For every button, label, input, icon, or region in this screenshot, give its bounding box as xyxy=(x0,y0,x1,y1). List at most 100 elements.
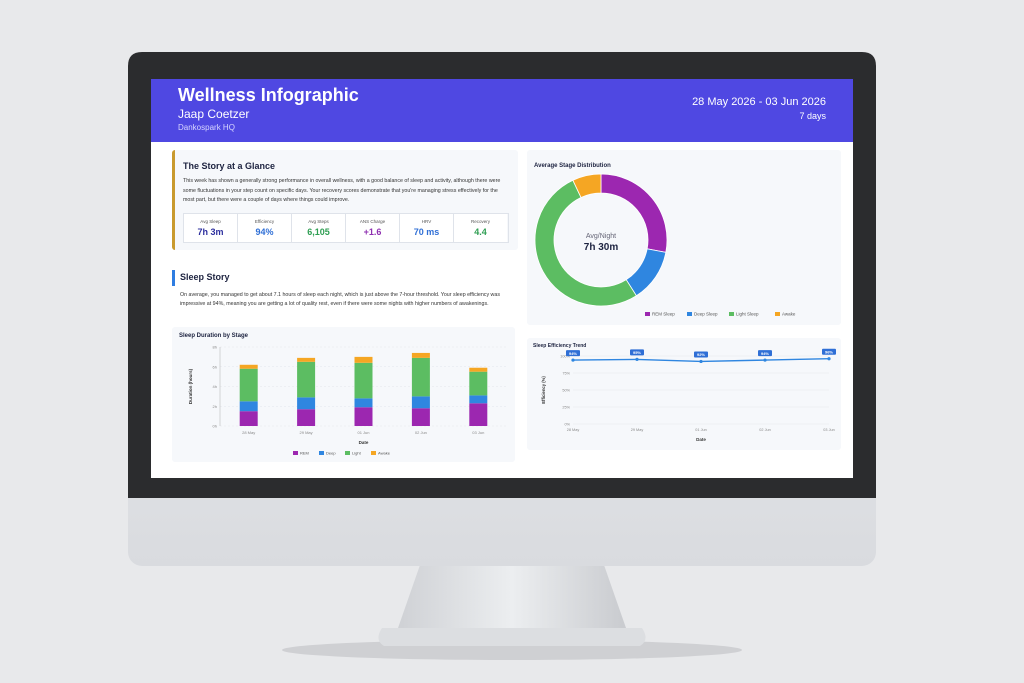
value-label-bg xyxy=(822,348,836,355)
value-label: 96% xyxy=(825,349,833,354)
sleep-story-title: Sleep Story xyxy=(180,272,230,282)
chart-title: Sleep Efficiency Trend xyxy=(533,343,586,349)
legend-label: REM Sleep xyxy=(652,312,675,317)
bar-segment xyxy=(297,397,316,410)
donut-segment xyxy=(600,173,668,253)
x-tick-label: 01 Jun xyxy=(695,428,706,432)
x-tick-label: 02 Jun xyxy=(415,430,427,435)
legend-label: Awake xyxy=(378,451,391,456)
stats-row: Avg Sleep 7h 3m Efficiency 94% Avg Steps 6,10… xyxy=(183,213,509,243)
header-location: Dankospark HQ xyxy=(178,123,235,132)
x-tick-label: 29 May xyxy=(300,430,313,435)
y-tick-label: 75% xyxy=(562,372,570,376)
donut-chart: Average Stage Distribution Avg/Night 7h 30… xyxy=(534,163,796,317)
x-tick-label: 29 May xyxy=(631,428,644,432)
stat-label: Efficiency xyxy=(254,219,275,224)
bar-segment xyxy=(354,362,373,399)
legend-label: Light xyxy=(352,451,362,456)
bar-segment xyxy=(297,409,316,426)
bar-segment xyxy=(239,401,258,412)
legend-swatch xyxy=(345,451,350,455)
legend-swatch xyxy=(645,312,650,316)
y-tick-label: 2h xyxy=(213,404,217,409)
x-axis-label: Date xyxy=(359,440,369,445)
bar-segment xyxy=(469,367,488,372)
y-tick-label: 8h xyxy=(213,345,217,350)
y-tick-label: 50% xyxy=(562,389,570,393)
donut-card: Average Stage Distribution Avg/Night 7h 30… xyxy=(527,150,841,325)
line-chart: Sleep Efficiency Trend 0% 25% 50% 75% 100% Eff… xyxy=(533,343,836,442)
x-tick-label: 28 May xyxy=(242,430,255,435)
bar-segment xyxy=(469,371,488,396)
point xyxy=(763,358,767,362)
bar-segment xyxy=(239,411,258,426)
bar-segment xyxy=(354,398,373,408)
stat-label: Avg Sleep xyxy=(200,219,221,224)
legend-swatch xyxy=(371,451,376,455)
story-title: The Story at a Glance xyxy=(183,161,276,171)
y-axis-label: Efficiency (%) xyxy=(541,376,546,404)
point xyxy=(635,357,639,361)
legend-label: Deep Sleep xyxy=(694,312,718,317)
stat-value: 70 ms xyxy=(413,227,440,237)
header-duration: 7 days xyxy=(799,111,826,121)
bar-segment xyxy=(411,408,430,426)
x-tick-label: 28 May xyxy=(567,428,580,432)
legend-label: Deep xyxy=(326,451,336,456)
legend-swatch xyxy=(319,451,324,455)
story-card: The Story at a Glance This week has show… xyxy=(172,150,518,250)
y-tick-label: 100% xyxy=(560,355,570,359)
x-axis-label: Date xyxy=(696,437,706,442)
stat-value: 4.4 xyxy=(474,227,487,237)
value-label: 95% xyxy=(633,350,641,355)
bar-segment xyxy=(354,356,373,363)
stat: Avg Steps 6,105 xyxy=(292,214,346,242)
value-label: 92% xyxy=(697,352,705,357)
bar-segment xyxy=(469,395,488,404)
y-tick-label: 6h xyxy=(213,364,217,369)
story-text: This week has shown a generally strong p… xyxy=(183,178,501,203)
header-name: Jaap Coetzer xyxy=(178,107,250,121)
bar-segment xyxy=(297,361,316,398)
stat-label: Avg Steps xyxy=(308,219,329,224)
bar-chart: Sleep Duration by Stage 0h 2h 4h 6h 8h Duratio… xyxy=(179,333,507,456)
value-label-bg xyxy=(758,350,772,357)
stat-value: 7h 3m xyxy=(197,227,224,237)
donut-segment xyxy=(534,179,637,307)
x-tick-label: 03 Jun xyxy=(823,428,834,432)
stat: Avg Sleep 7h 3m xyxy=(184,214,238,242)
sleep-story-text: On average, you managed to get about 7.1… xyxy=(180,292,500,307)
stand-neck xyxy=(398,565,626,628)
value-label: 94% xyxy=(761,351,769,356)
value-label-bg xyxy=(694,351,708,358)
stat: HRV 70 ms xyxy=(400,214,454,242)
bar-segment xyxy=(297,357,316,362)
bar-card: Sleep Duration by Stage 0h 2h 4h 6h 8h Duratio… xyxy=(172,327,515,462)
legend-label: Awake xyxy=(782,312,796,317)
donut-segment xyxy=(572,173,602,199)
stat-label: Recovery xyxy=(470,219,490,224)
value-label-bg xyxy=(630,349,644,356)
stat-value: 94% xyxy=(255,227,274,237)
y-tick-label: 25% xyxy=(562,406,570,410)
point xyxy=(571,358,575,362)
header-band xyxy=(151,79,853,142)
bar-segment xyxy=(411,352,430,358)
chart-title: Average Stage Distribution xyxy=(534,163,611,169)
y-tick-label: 4h xyxy=(213,384,217,389)
section-marker xyxy=(172,270,175,286)
header-date-range: 28 May 2026 - 03 Jun 2026 xyxy=(692,96,826,108)
bar-segment xyxy=(239,364,258,369)
legend-swatch xyxy=(293,451,298,455)
header-title: Wellness Infographic xyxy=(178,85,359,105)
line-card: Sleep Efficiency Trend 0% 25% 50% 75% 100% Eff… xyxy=(527,338,841,450)
point xyxy=(827,357,831,361)
y-tick-label: 0% xyxy=(565,423,571,427)
x-tick-label: 02 Jun xyxy=(759,428,770,432)
center-value: 7h 30m xyxy=(584,242,619,253)
legend-label: REM xyxy=(300,451,309,456)
stat-label: ANS Charge xyxy=(359,219,386,224)
bar-segment xyxy=(411,396,430,409)
center-label: Avg/Night xyxy=(586,233,616,240)
y-axis-label: Duration (hours) xyxy=(188,368,193,404)
